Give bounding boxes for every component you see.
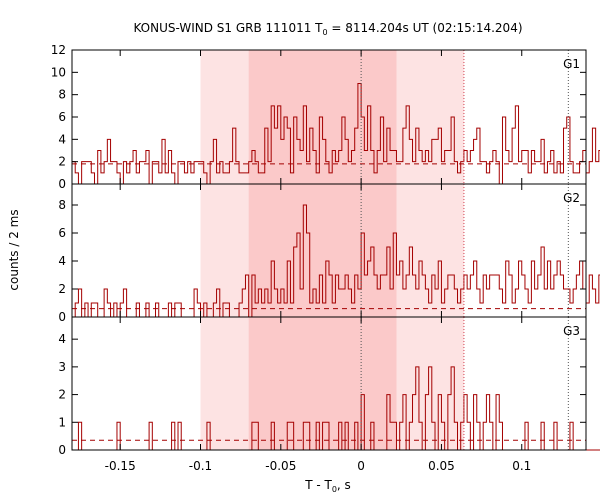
y-tick-label: 2 (58, 155, 66, 169)
y-tick-label: 1 (58, 415, 66, 429)
x-axis-label: T - T0, s (304, 478, 351, 494)
y-tick-label: 10 (51, 65, 66, 79)
y-axis-label: counts / 2 ms (7, 209, 21, 290)
panel-frame (71, 316, 587, 451)
y-tick-label: 8 (58, 198, 66, 212)
x-tick-label: -0.15 (105, 459, 136, 473)
y-tick-label: 4 (58, 132, 66, 146)
x-tick-label: -0.1 (189, 459, 212, 473)
y-tick-label: 2 (58, 388, 66, 402)
y-tick-label: 0 (58, 443, 66, 457)
x-tick-label: 0 (357, 459, 365, 473)
y-tick-label: 0 (58, 310, 66, 324)
y-tick-label: 8 (58, 88, 66, 102)
panel-label: G3 (563, 324, 580, 338)
panel-g1: 0 2 4 6 8 10 12 G1 (51, 43, 600, 191)
panel-g3: 0 1 2 3 4 G3 (58, 316, 600, 457)
panel-label: G2 (563, 191, 580, 205)
y-tick-label: 12 (51, 43, 66, 57)
x-tick-label: -0.05 (265, 459, 296, 473)
x-tick-label: 0.1 (512, 459, 531, 473)
y-tick-label: 6 (58, 226, 66, 240)
y-tick-label: 3 (58, 360, 66, 374)
x-tick-label: 0.05 (428, 459, 455, 473)
panel-g2: 0 2 4 6 8 G2 (58, 183, 600, 324)
y-tick-label: 6 (58, 110, 66, 124)
panel-label: G1 (563, 57, 580, 71)
y-tick-label: 2 (58, 282, 66, 296)
y-tick-label: 4 (58, 332, 66, 346)
chart-title: KONUS-WIND S1 GRB 111011 T0 = 8114.204s … (133, 21, 522, 37)
y-tick-label: 4 (58, 254, 66, 268)
y-tick-label: 0 (58, 177, 66, 191)
